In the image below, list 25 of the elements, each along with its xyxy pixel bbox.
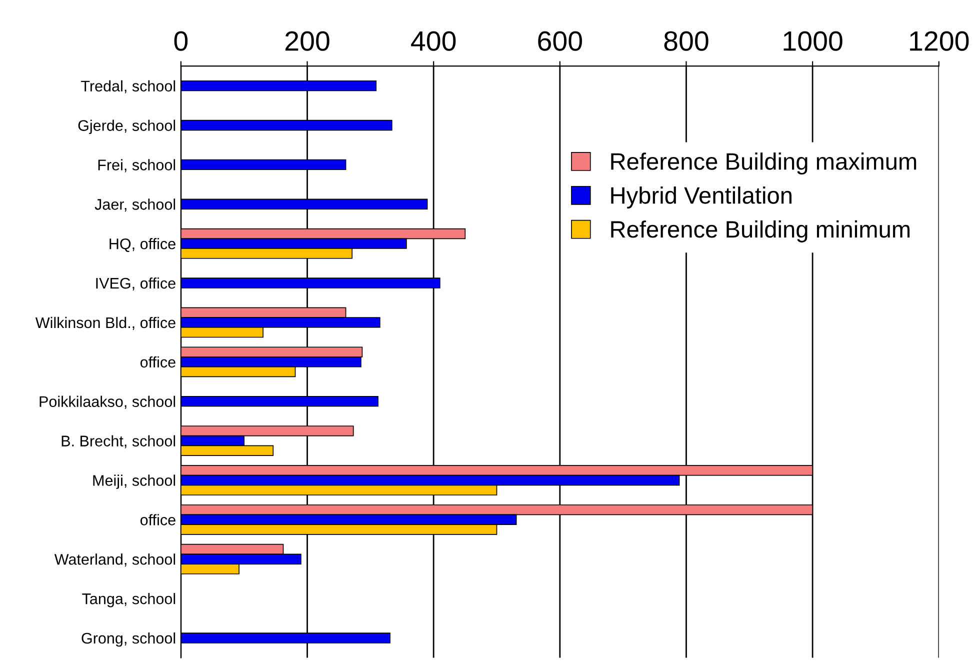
y-tick-label: B. Brecht, school xyxy=(62,435,176,448)
y-tick-label: Tanga, school xyxy=(82,593,176,608)
legend-label: Hybrid Ventilation xyxy=(611,186,792,208)
y-tick-label: Grong, school xyxy=(82,632,176,647)
x-tick-label: 800 xyxy=(664,31,708,51)
y-tick-label: office xyxy=(140,356,176,368)
y-tick-label: Gjerde, school xyxy=(78,120,176,134)
y-tick-label: Wilkinson Bld., office xyxy=(35,316,176,330)
y-tick-label: Jaer, school xyxy=(94,198,176,212)
y-tick-label: HQ, office xyxy=(110,238,176,252)
y-tick-label: Tredal, school xyxy=(81,80,176,94)
y-tick-label: Frei, school xyxy=(98,159,176,172)
y-tick-label: Meiji, school xyxy=(93,474,176,489)
y-tick-label: office xyxy=(140,514,176,526)
y-tick-label: Waterland, school xyxy=(54,554,176,567)
y-tick-label: Poikkilaakso, school xyxy=(40,396,176,409)
legend-label: Reference Building minimum xyxy=(611,220,910,242)
x-tick-label: 0 xyxy=(174,31,188,51)
x-tick-label: 1200 xyxy=(910,31,969,51)
x-tick-label: 200 xyxy=(285,31,330,51)
legend-label: Reference Building maximum xyxy=(611,152,916,175)
x-tick-label: 600 xyxy=(538,31,582,51)
y-tick-label: IVEG, office xyxy=(96,277,176,291)
x-tick-label: 1000 xyxy=(784,31,842,51)
x-tick-label: 400 xyxy=(411,31,456,51)
